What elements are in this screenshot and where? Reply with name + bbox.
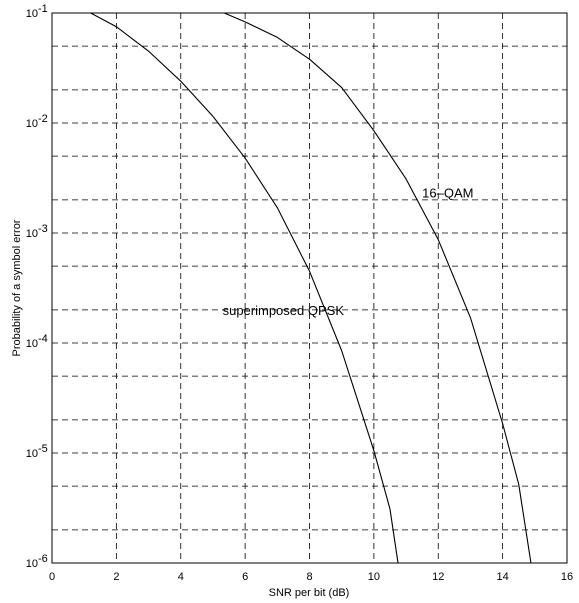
x-axis-label: SNR per bit (dB) — [269, 587, 350, 599]
x-tick-label: 6 — [242, 571, 248, 583]
plot-frame — [51, 12, 568, 564]
y-tick-exponent: -1 — [38, 3, 48, 15]
x-tick-label: 14 — [497, 571, 509, 583]
y-tick-exponent: -6 — [38, 553, 48, 565]
y-tick-exponent: -4 — [38, 333, 48, 345]
x-tick-label: 12 — [432, 571, 444, 583]
x-tick-label: 0 — [49, 571, 55, 583]
x-tick-label: 8 — [306, 571, 312, 583]
y-tick-labels: 10-610-510-410-310-210-1 — [26, 3, 48, 570]
y-axis-label: Probability of a symbol error — [11, 219, 23, 356]
y-tick-exponent: -3 — [38, 223, 48, 235]
series-group — [90, 12, 532, 564]
y-tick-label: 10 — [26, 118, 38, 130]
y-tick-exponent: -5 — [38, 443, 48, 455]
x-tick-label: 10 — [368, 571, 380, 583]
x-tick-labels: 0 2 4 6 8 10 12 14 16 — [49, 571, 573, 583]
series-line-1 — [90, 12, 399, 564]
x-tick-label: 2 — [113, 571, 119, 583]
y-tick-label: 10 — [26, 8, 38, 20]
y-tick-label: 10 — [26, 228, 38, 240]
annotations: superimposed QPSK 16–QAM — [223, 186, 474, 318]
annotation-label: superimposed QPSK — [223, 303, 345, 318]
y-tick-label: 10 — [26, 448, 38, 460]
y-tick-label: 10 — [26, 558, 38, 570]
x-tick-label: 4 — [178, 571, 184, 583]
series-line-2 — [223, 12, 532, 564]
grid-lines — [52, 13, 567, 563]
x-tick-label: 16 — [561, 571, 573, 583]
y-tick-exponent: -2 — [38, 113, 48, 125]
y-tick-label: 10 — [26, 338, 38, 350]
annotation-label: 16–QAM — [422, 186, 473, 201]
